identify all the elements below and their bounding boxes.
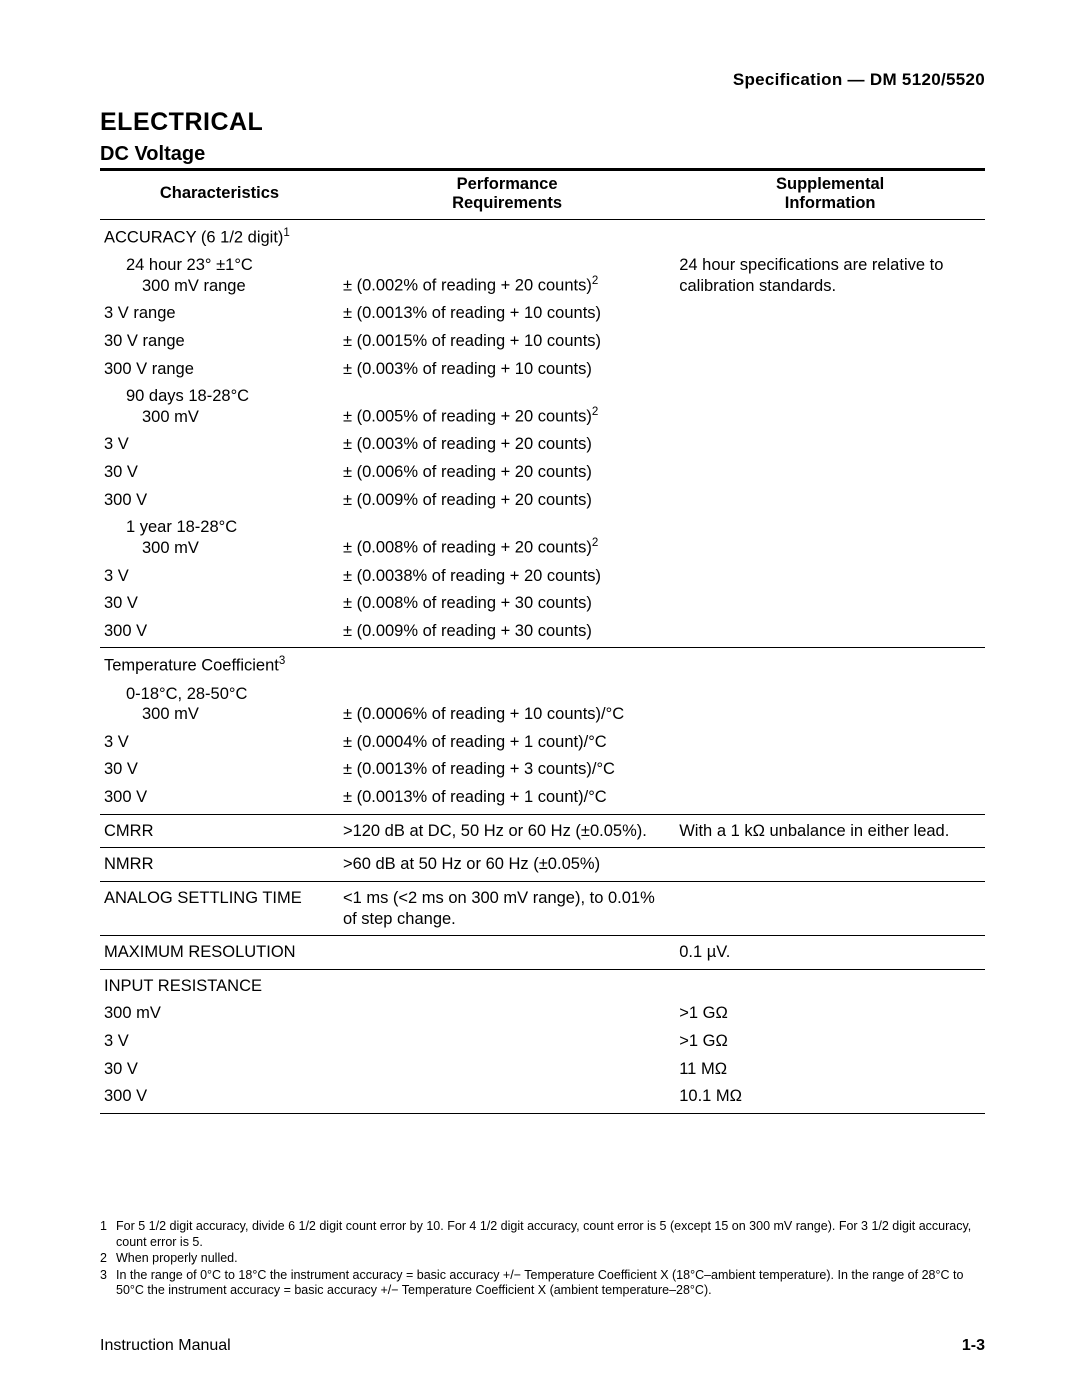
grp-row-p: ± (0.0013% of reading + 1 count)/°C [339, 784, 675, 815]
grp-row-p: ± (0.0006% of reading + 10 counts)/°C [339, 680, 675, 728]
grp3-title: 1 year 18-28°C [104, 517, 335, 538]
grp-row-c: 30 V [100, 459, 339, 487]
grp-row-p: ± (0.003% of reading + 10 counts) [339, 355, 675, 383]
grp-row-c: 30 V [100, 1055, 339, 1083]
grp-row-c: 30 V range [100, 327, 339, 355]
grp-row-c: 300 V [100, 784, 339, 815]
col-characteristics: Characteristics [100, 170, 339, 220]
footnote-1: For 5 1/2 digit accuracy, divide 6 1/2 d… [116, 1219, 985, 1250]
cmrr-label: CMRR [100, 814, 339, 848]
grp1-row-c: 300 mV range [104, 276, 335, 297]
grp-row-c: 300 mV [104, 407, 335, 428]
footnote-2: When properly nulled. [116, 1251, 238, 1267]
grp-row-p: ± (0.0015% of reading + 10 counts) [339, 327, 675, 355]
grp2-title: 90 days 18-28°C [104, 386, 335, 407]
grp-row-c: 30 V [100, 590, 339, 618]
grp-row-c: 30 V [100, 756, 339, 784]
grp-row-p: ± (0.0013% of reading + 10 counts) [339, 300, 675, 328]
grp-row-p: ± (0.005% of reading + 20 counts)2 [339, 383, 675, 431]
grp-row-p: ± (0.0004% of reading + 1 count)/°C [339, 728, 675, 756]
grp-row-c: 3 V [100, 431, 339, 459]
tempco-title: Temperature Coefficient3 [100, 648, 339, 680]
footnote-3: In the range of 0°C to 18°C the instrume… [116, 1268, 985, 1299]
grp-row-s: 11 MΩ [675, 1055, 985, 1083]
grp1-note: 24 hour specifications are relative to c… [675, 252, 985, 300]
grp-row-c: 3 V range [100, 300, 339, 328]
spec-table: Characteristics Performance Requirements… [100, 168, 985, 1114]
grp-row-s: >1 GΩ [675, 1028, 985, 1056]
grp-row-c: 300 V [100, 486, 339, 514]
grp1-row-p: ± (0.002% of reading + 20 counts)2 [339, 252, 675, 300]
section-title: ELECTRICAL [100, 108, 985, 137]
grp-row-c: 300 V [100, 617, 339, 648]
nmrr-perf: >60 dB at 50 Hz or 60 Hz (±0.05%) [339, 848, 675, 882]
grp-row-p: ± (0.006% of reading + 20 counts) [339, 459, 675, 487]
col-supplemental: Supplemental Information [675, 170, 985, 220]
grp-row-c: 3 V [100, 1028, 339, 1056]
footnotes: 1For 5 1/2 digit accuracy, divide 6 1/2 … [100, 1219, 985, 1300]
nmrr-label: NMRR [100, 848, 339, 882]
grp-row-c: 3 V [100, 728, 339, 756]
grp-row-p: ± (0.009% of reading + 30 counts) [339, 617, 675, 648]
grp-row-c: 300 mV [100, 1000, 339, 1028]
grp-row-p: ± (0.0038% of reading + 20 counts) [339, 562, 675, 590]
grp-row-c: 300 V range [100, 355, 339, 383]
grp-row-p: ± (0.003% of reading + 20 counts) [339, 431, 675, 459]
col-performance: Performance Requirements [339, 170, 675, 220]
grp-row-s: 10.1 MΩ [675, 1083, 985, 1114]
grp-row-c: 300 V [100, 1083, 339, 1114]
grp-row-p: ± (0.009% of reading + 20 counts) [339, 486, 675, 514]
grp-row-c: 300 mV [104, 538, 335, 559]
grp-row-p: ± (0.0013% of reading + 3 counts)/°C [339, 756, 675, 784]
tempco-subtitle: 0-18°C, 28-50°C [104, 684, 335, 705]
grp-row-s: >1 GΩ [675, 1000, 985, 1028]
grp1-title: 24 hour 23° ±1°C [104, 255, 335, 276]
grp-row-p: ± (0.008% of reading + 20 counts)2 [339, 514, 675, 562]
maxres-supp: 0.1 µV. [675, 936, 985, 970]
grp-row-c: 300 mV [104, 704, 335, 725]
page-header: Specification — DM 5120/5520 [100, 70, 985, 90]
accuracy-heading: ACCURACY (6 1/2 digit)1 [100, 219, 339, 251]
settling-perf: <1 ms (<2 ms on 300 mV range), to 0.01% … [339, 881, 675, 935]
cmrr-supp: With a 1 kΩ unbalance in either lead. [675, 814, 985, 848]
grp-row-p: ± (0.008% of reading + 30 counts) [339, 590, 675, 618]
footer-page: 1-3 [962, 1337, 985, 1355]
grp-row-c: 3 V [100, 562, 339, 590]
subsection-title: DC Voltage [100, 143, 985, 166]
maxres-label: MAXIMUM RESOLUTION [100, 936, 339, 970]
cmrr-perf: >120 dB at DC, 50 Hz or 60 Hz (±0.05%). [339, 814, 675, 848]
settling-label: ANALOG SETTLING TIME [100, 881, 339, 935]
footer-left: Instruction Manual [100, 1337, 231, 1355]
inres-title: INPUT RESISTANCE [100, 969, 339, 1000]
